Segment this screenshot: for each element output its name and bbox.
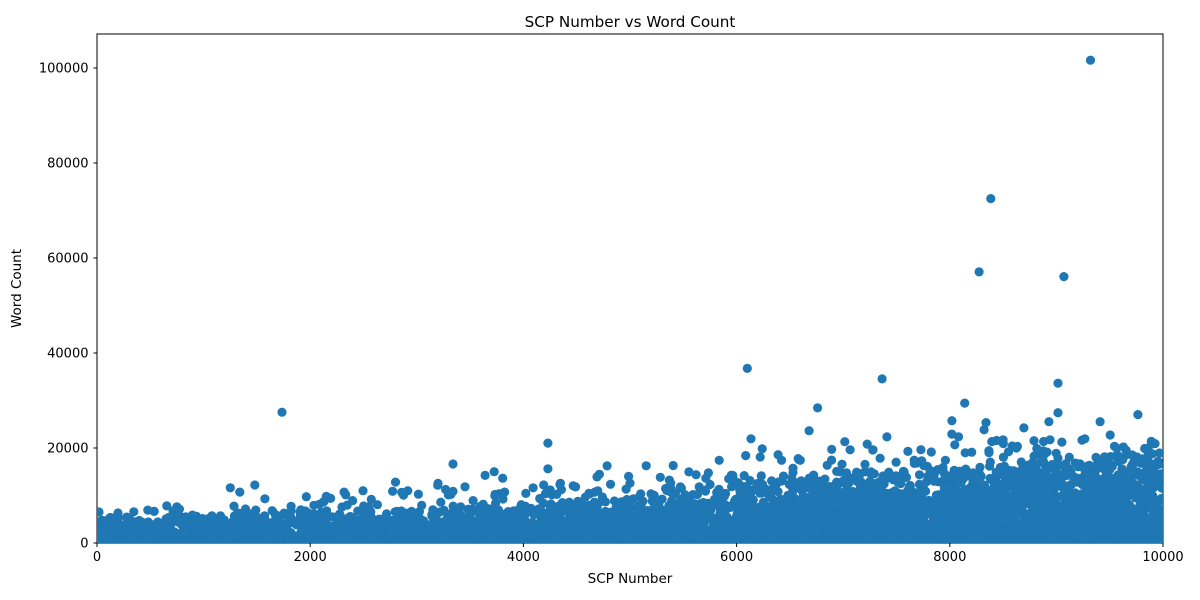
x-axis-tick-labels: 0 2000 4000 6000 8000 10000: [93, 550, 1184, 565]
y-tick-label: 80000: [47, 157, 88, 172]
x-tick-label: 8000: [933, 550, 966, 565]
x-tick-label: 10000: [1142, 550, 1183, 565]
x-tick-label: 2000: [294, 550, 327, 565]
y-axis-label: Word Count: [9, 249, 25, 328]
x-tick-label: 4000: [507, 550, 540, 565]
x-axis-ticks: [96, 543, 1164, 547]
y-tick-label: 40000: [47, 347, 88, 362]
y-axis-tick-labels: 0 20000 40000 60000 80000 100000: [39, 62, 89, 552]
y-tick-label: 0: [80, 537, 88, 552]
y-tick-label: 100000: [39, 62, 89, 77]
x-axis-label: SCP Number: [588, 571, 673, 587]
plot-area: [96, 33, 1164, 544]
y-tick-label: 60000: [47, 252, 88, 267]
x-tick-label: 6000: [720, 550, 753, 565]
chart-title: SCP Number vs Word Count: [525, 13, 736, 31]
x-tick-label: 0: [93, 550, 101, 565]
scatter-points: [97, 55, 1163, 543]
y-axis-ticks: [93, 67, 97, 544]
y-tick-label: 20000: [47, 442, 88, 457]
